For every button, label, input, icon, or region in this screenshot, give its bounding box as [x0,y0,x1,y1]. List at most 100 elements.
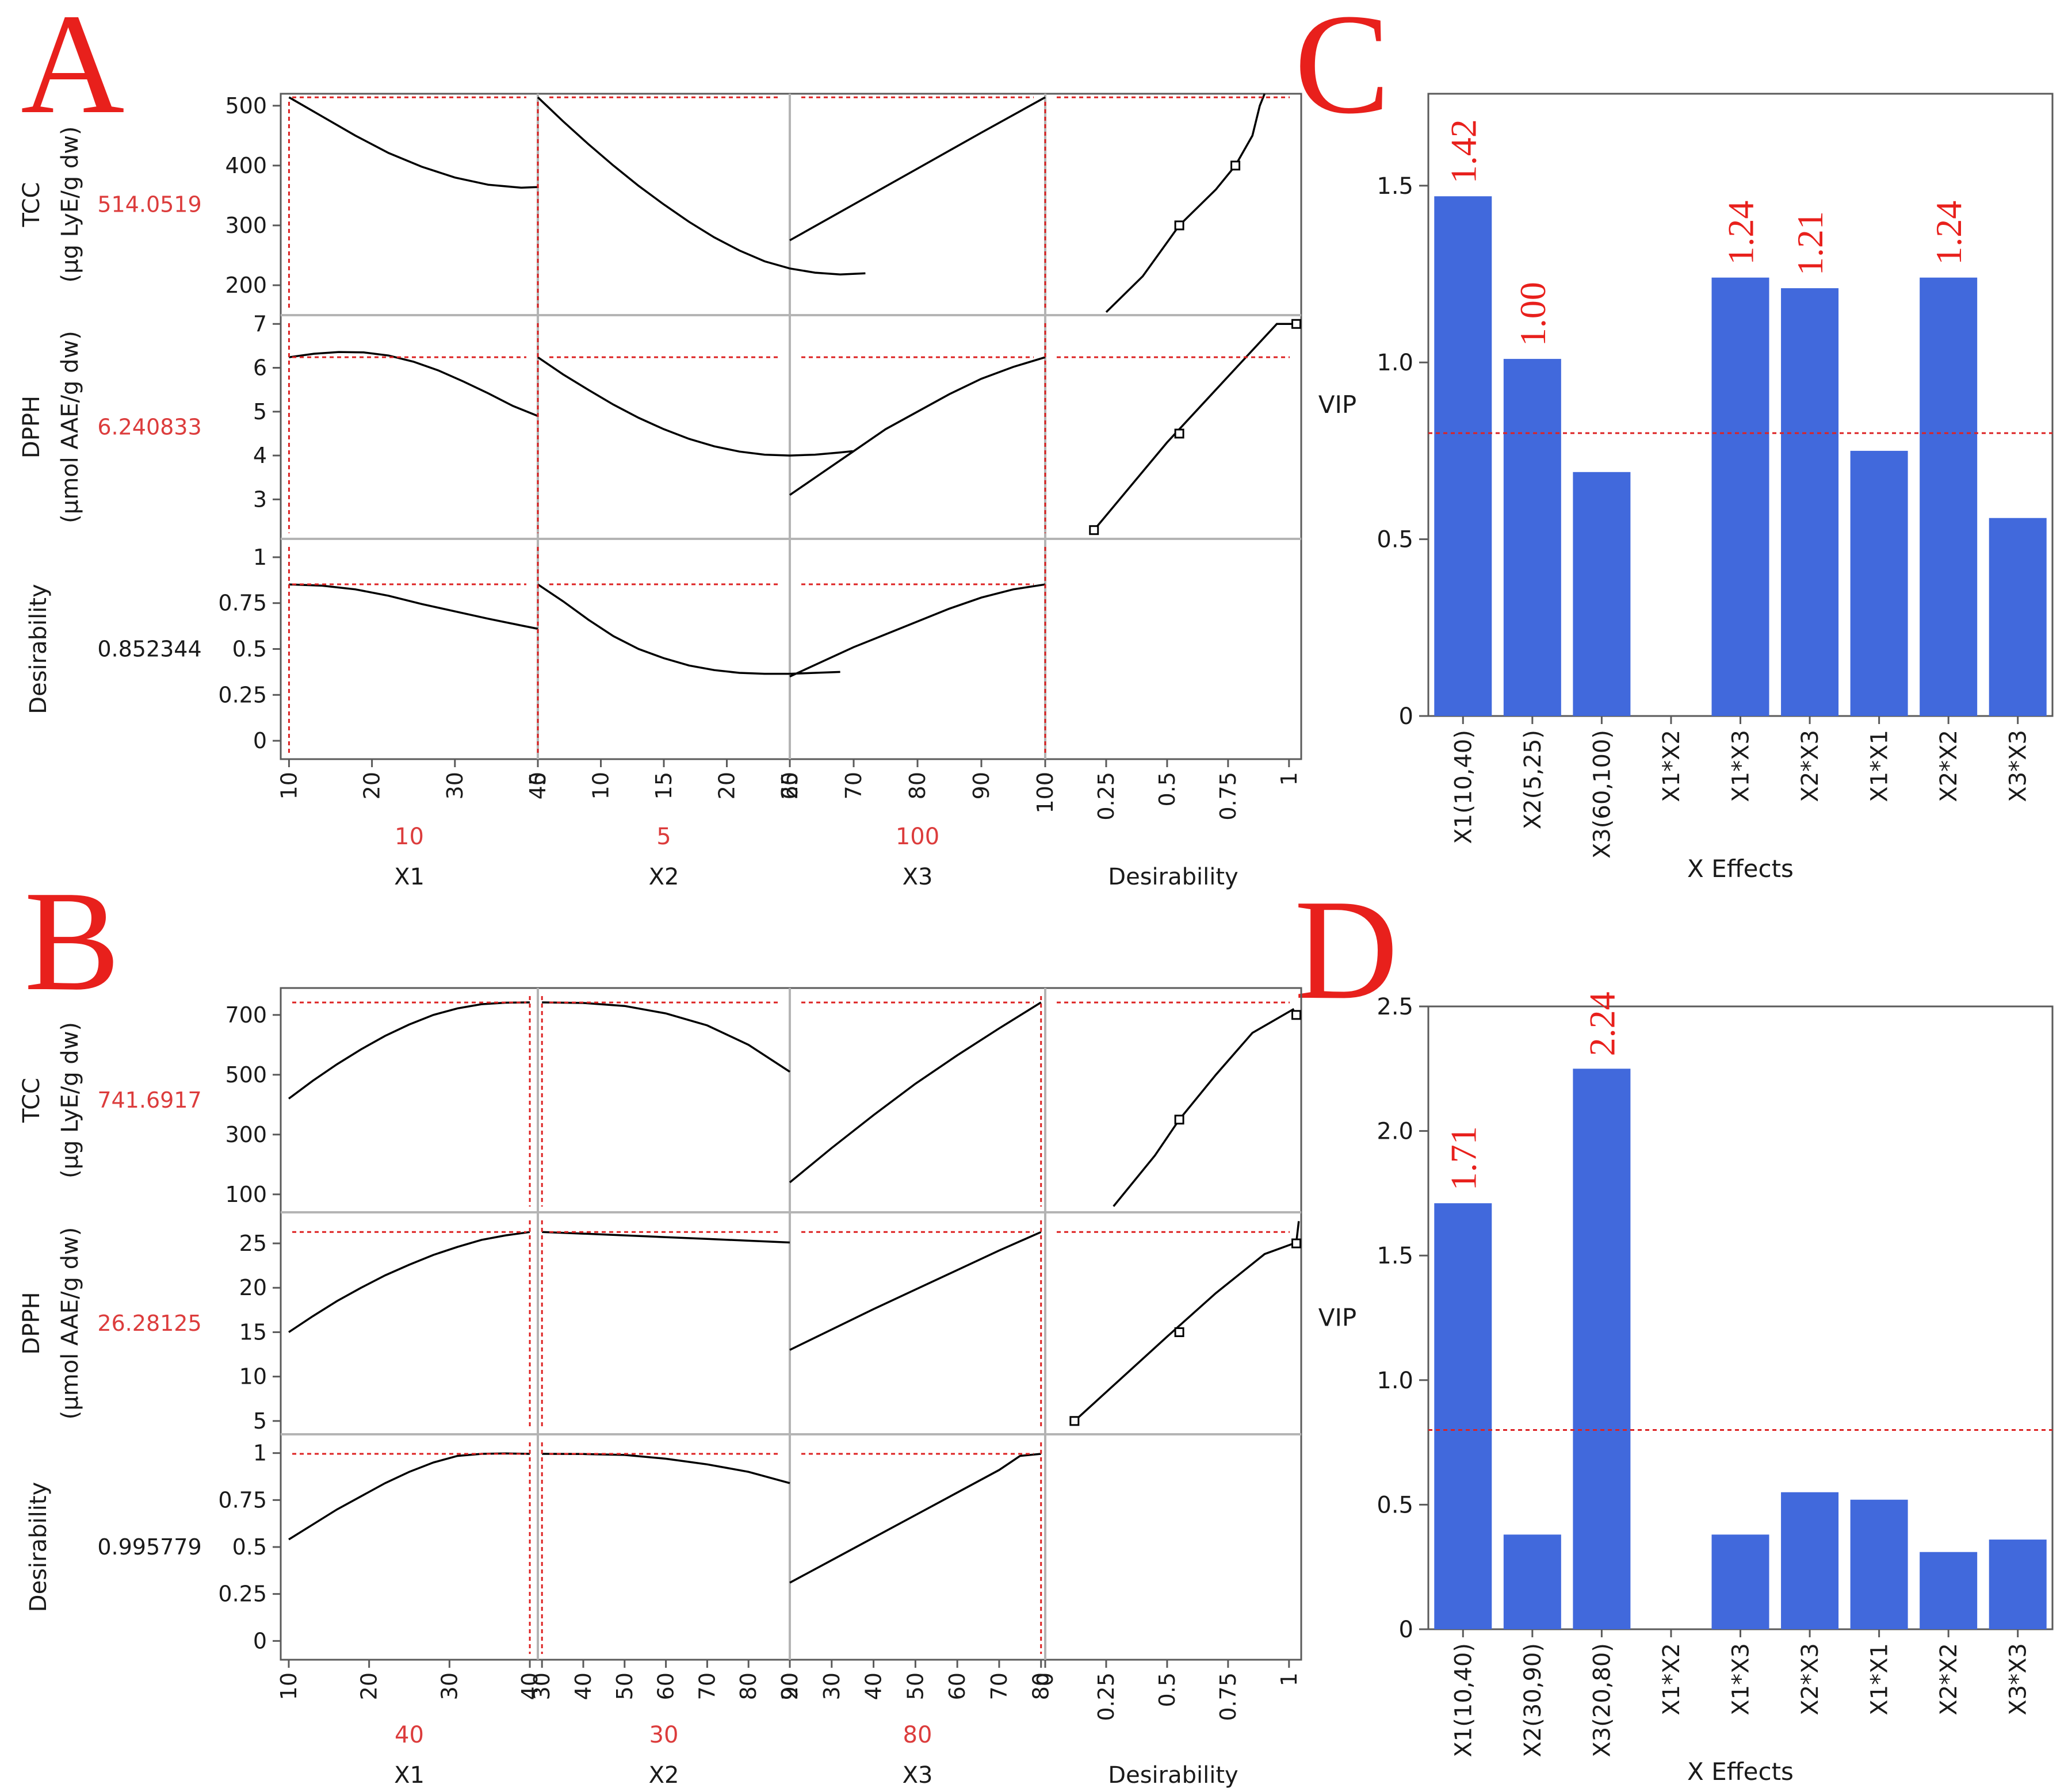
desirability-marker [1174,1327,1184,1337]
y-axis-label: VIP [1318,390,1356,419]
x-tick-label: 40 [861,1672,886,1700]
vip-bar [1850,450,1908,716]
y-tick-label: 20 [239,1275,267,1300]
y-tick-label: 300 [225,213,267,238]
y-tick-label: 1.0 [1377,350,1413,376]
vip-data-label: 1.24 [1928,201,1969,265]
x-tick-label: 70 [841,772,866,799]
y-tick-label: 1 [253,1441,267,1466]
y-tick-label: 500 [225,1062,267,1088]
x-tick-label: 20 [777,1672,802,1700]
y-tick-label: 4 [253,443,267,468]
x-tick-label: X1*X3 [1728,1643,1754,1716]
x-tick-label: 40 [571,1672,596,1700]
factor-current-value: 30 [649,1722,679,1748]
vip-chart-d: 0 0.5 1.0 1.5 2.0 2.5 VIP X1(10,40) 1.71 X2(30,90… [1318,991,2054,1786]
x-tick-label: 80 [905,772,930,799]
y-tick-label: 500 [225,93,267,118]
x-axis-label: X Effects [1687,855,1794,883]
row-label: (µg LyE/g dw) [57,1022,83,1178]
panel-label-d: D [1294,870,1398,1029]
y-tick-label: 0.25 [218,682,267,707]
row-label: Desirability [25,584,52,714]
response-curve [288,1231,530,1333]
x-tick-label: 50 [612,1672,637,1700]
x-tick-label: 30 [529,1672,555,1700]
response-curve [288,1001,530,1100]
y-tick-label: 15 [239,1319,267,1345]
desirability-marker [1174,428,1184,439]
panel-label-b: B [24,861,120,1021]
factor-label: X2 [649,864,679,890]
x-tick-label: X2(5,25) [1520,730,1546,829]
row-label: (µmol AAE/g dw) [57,1227,83,1420]
x-tick-label: 70 [694,1672,720,1700]
vip-data-label: 1.24 [1721,201,1761,265]
x-tick-label: 90 [969,772,994,799]
response-curve [537,96,866,275]
y-tick-label: 5 [253,399,267,424]
factor-label: X3 [903,1762,933,1789]
x-tick-label: X1*X2 [1658,730,1685,802]
y-tick-label: 6 [253,355,267,381]
x-tick-label: 20 [714,772,740,799]
response-curve [542,1453,790,1484]
x-tick-label: X2*X3 [1797,730,1824,802]
x-tick-label: X2*X2 [1936,1643,1962,1716]
row-current-value: 0.852344 [97,637,201,662]
y-tick-label: 7 [253,311,267,336]
vip-bar [1434,196,1492,717]
x-tick-label: 0.5 [1155,772,1180,806]
x-tick-label: X2*X2 [1936,730,1962,802]
vip-bar [1573,1069,1631,1629]
y-tick-label: 300 [225,1122,267,1147]
response-curve [289,351,538,418]
y-tick-label: 0.5 [232,637,267,662]
factor-label: X2 [649,1762,679,1789]
response-curve [789,356,1046,496]
vip-chart-c: 0 0.5 1.0 1.5 VIP X1(10,40) 1.42 X2(5,25) 1.00 X3… [1318,93,2054,883]
panel-label-a: A [21,0,125,144]
x-tick-label: 40 [517,1672,542,1700]
x-tick-label: X1*X1 [1867,730,1893,802]
vip-bar [1573,472,1631,716]
y-tick-label: 0.75 [218,1487,267,1513]
vip-data-label: 1.71 [1443,1126,1484,1190]
row-label: TCC [18,182,45,228]
y-tick-label: 0 [1399,703,1413,730]
row-label: (µmol AAE/g dw) [57,331,83,523]
response-curve [1113,1008,1295,1207]
x-tick-label: 20 [357,1672,382,1700]
response-curve [289,583,538,630]
x-tick-label: 30 [819,1672,844,1700]
response-curve [1105,93,1266,313]
x-tick-label: 10 [588,772,614,799]
desirability-marker [1291,319,1302,329]
response-curve [288,96,538,189]
y-tick-label: 1 [253,545,267,570]
vip-bar [1781,288,1839,716]
x-tick-label: X1(10,40) [1450,1643,1477,1757]
x-tick-label: 60 [777,772,802,799]
vip-data-label: 1.42 [1443,119,1484,183]
x-tick-label: 70 [987,1672,1012,1700]
response-curve [789,1453,1041,1584]
x-tick-label: 100 [1033,772,1058,814]
x-tick-label: X1*X2 [1658,1643,1685,1716]
x-tick-label: 50 [903,1672,928,1700]
y-tick-label: 5 [253,1408,267,1434]
y-axis-label: VIP [1318,1304,1356,1332]
x-tick-label: 0.5 [1155,1672,1180,1707]
x-tick-label: X3*X3 [2005,1643,2032,1716]
y-tick-label: 0.5 [232,1534,267,1560]
response-curve [789,583,1046,677]
response-curve [537,583,840,675]
y-tick-label: 700 [225,1002,267,1028]
vip-bar [1434,1203,1492,1629]
row-label: DPPH [18,1292,45,1354]
x-tick-label: 0 [1033,772,1058,786]
factor-current-value: 80 [903,1722,932,1748]
vip-bar [1920,1552,1978,1629]
x-tick-label: 0.75 [1215,1672,1241,1721]
